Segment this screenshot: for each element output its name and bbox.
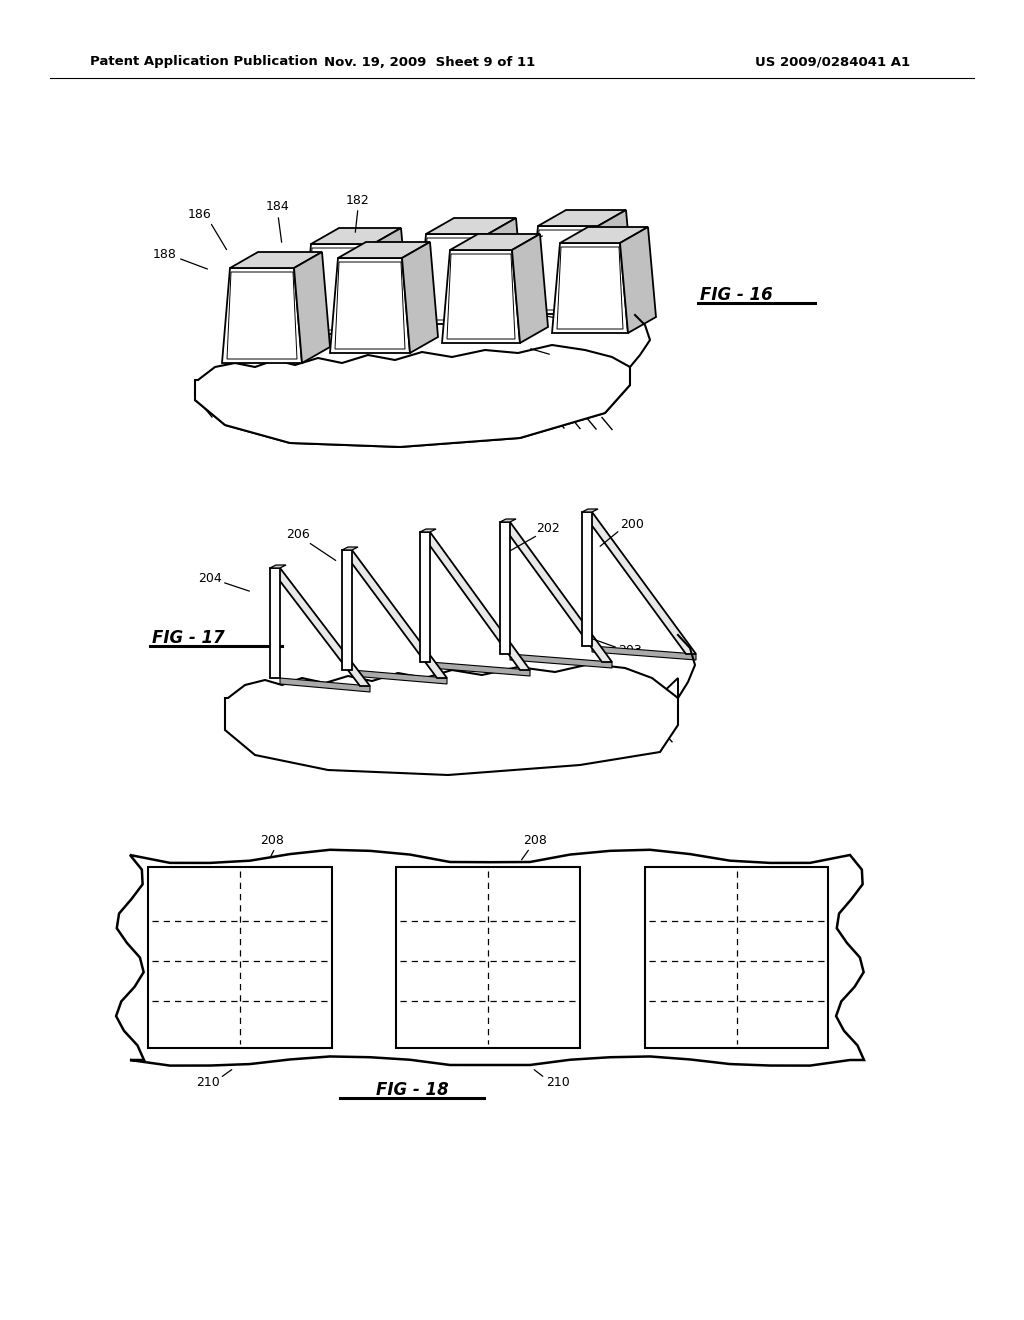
Polygon shape bbox=[352, 671, 447, 684]
Polygon shape bbox=[270, 565, 286, 568]
Text: 186: 186 bbox=[188, 209, 212, 222]
Polygon shape bbox=[598, 210, 634, 314]
Polygon shape bbox=[230, 252, 322, 268]
Polygon shape bbox=[270, 568, 280, 678]
Polygon shape bbox=[426, 218, 516, 234]
Text: Nov. 19, 2009  Sheet 9 of 11: Nov. 19, 2009 Sheet 9 of 11 bbox=[325, 55, 536, 69]
Polygon shape bbox=[303, 244, 381, 334]
Polygon shape bbox=[420, 529, 436, 532]
Polygon shape bbox=[342, 550, 352, 671]
Polygon shape bbox=[592, 645, 696, 660]
Polygon shape bbox=[402, 242, 438, 352]
Polygon shape bbox=[420, 532, 530, 671]
Polygon shape bbox=[500, 521, 612, 663]
Polygon shape bbox=[225, 664, 678, 775]
Polygon shape bbox=[225, 678, 678, 766]
Text: 204: 204 bbox=[198, 572, 222, 585]
Polygon shape bbox=[442, 249, 520, 343]
Polygon shape bbox=[582, 512, 592, 645]
Polygon shape bbox=[280, 678, 370, 692]
Polygon shape bbox=[538, 210, 626, 226]
Text: 188: 188 bbox=[153, 248, 177, 261]
Polygon shape bbox=[373, 228, 409, 334]
Polygon shape bbox=[645, 867, 828, 1048]
Text: Patent Application Publication: Patent Application Publication bbox=[90, 55, 317, 69]
Text: 183: 183 bbox=[566, 314, 590, 326]
Polygon shape bbox=[500, 519, 516, 521]
Text: 208: 208 bbox=[260, 833, 284, 846]
Polygon shape bbox=[342, 546, 358, 550]
Text: FIG - 17: FIG - 17 bbox=[152, 630, 224, 647]
Text: 190: 190 bbox=[553, 351, 577, 364]
Polygon shape bbox=[222, 268, 302, 363]
Polygon shape bbox=[116, 850, 864, 1065]
Text: 184: 184 bbox=[266, 201, 290, 214]
Polygon shape bbox=[560, 227, 648, 243]
Polygon shape bbox=[294, 252, 330, 363]
Text: FIG - 18: FIG - 18 bbox=[376, 1081, 449, 1100]
Polygon shape bbox=[430, 663, 530, 676]
Text: FIG - 16: FIG - 16 bbox=[700, 286, 773, 304]
Text: 206: 206 bbox=[286, 528, 310, 541]
Text: 200: 200 bbox=[621, 517, 644, 531]
Text: 203: 203 bbox=[618, 644, 642, 656]
Polygon shape bbox=[195, 345, 630, 447]
Text: 182: 182 bbox=[346, 194, 370, 206]
Polygon shape bbox=[530, 226, 606, 314]
Text: 202: 202 bbox=[537, 521, 560, 535]
Text: 210: 210 bbox=[546, 1076, 570, 1089]
Text: 208: 208 bbox=[523, 833, 547, 846]
Polygon shape bbox=[582, 512, 696, 653]
Polygon shape bbox=[552, 243, 628, 333]
Polygon shape bbox=[338, 242, 430, 257]
Text: US 2009/0284041 A1: US 2009/0284041 A1 bbox=[755, 55, 910, 69]
Text: 210: 210 bbox=[197, 1076, 220, 1089]
Polygon shape bbox=[582, 510, 598, 512]
Polygon shape bbox=[148, 867, 332, 1048]
Polygon shape bbox=[500, 521, 510, 653]
Polygon shape bbox=[195, 367, 630, 447]
Polygon shape bbox=[420, 532, 430, 663]
Polygon shape bbox=[510, 653, 612, 668]
Polygon shape bbox=[488, 218, 524, 323]
Text: 180: 180 bbox=[546, 222, 570, 235]
Polygon shape bbox=[450, 234, 540, 249]
Polygon shape bbox=[270, 568, 370, 686]
Polygon shape bbox=[620, 227, 656, 333]
Polygon shape bbox=[342, 550, 447, 678]
Polygon shape bbox=[418, 234, 496, 323]
Polygon shape bbox=[512, 234, 548, 343]
Polygon shape bbox=[311, 228, 401, 244]
Polygon shape bbox=[396, 867, 580, 1048]
Polygon shape bbox=[330, 257, 410, 352]
